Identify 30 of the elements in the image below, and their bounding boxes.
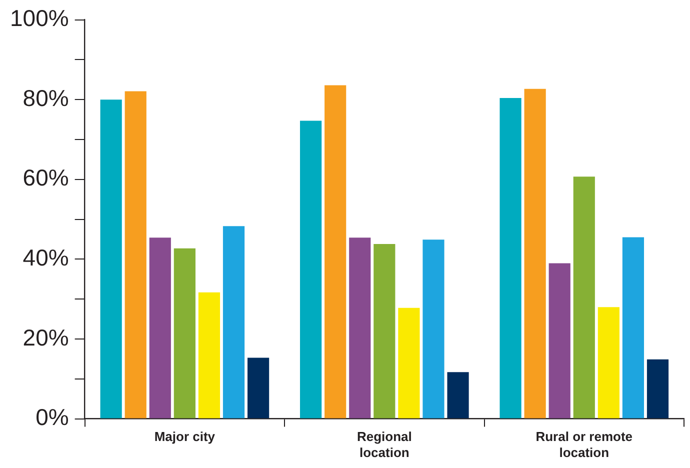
- bar: [524, 88, 546, 418]
- bar: [548, 263, 570, 418]
- bar: [500, 98, 522, 418]
- y-tick-label: 80%: [22, 84, 69, 111]
- y-tick-label: 40%: [22, 244, 69, 271]
- bar: [300, 120, 322, 418]
- x-tick-label: Major city: [154, 429, 216, 444]
- bar: [149, 238, 171, 418]
- y-tick-label: 20%: [22, 324, 69, 350]
- bar: [248, 358, 270, 418]
- bar: [174, 248, 196, 418]
- bar: [374, 244, 396, 418]
- bar: [324, 85, 346, 418]
- bar: [198, 292, 220, 418]
- bar: [447, 372, 469, 418]
- bar: [398, 308, 420, 418]
- bar: [422, 240, 444, 418]
- y-tick-label: 100%: [10, 5, 69, 32]
- bar: [646, 359, 669, 418]
- bar: [598, 307, 620, 418]
- bar: [349, 238, 371, 418]
- bar: [124, 91, 146, 418]
- bar: [100, 100, 122, 418]
- y-tick-label: 60%: [22, 164, 69, 191]
- bar: [573, 176, 595, 418]
- bar: [222, 226, 245, 418]
- y-tick-label: 0%: [36, 404, 69, 430]
- x-tick-label: Rural or remote location: [536, 429, 633, 460]
- x-tick-label: Regional location: [356, 429, 412, 460]
- bar: [622, 237, 644, 418]
